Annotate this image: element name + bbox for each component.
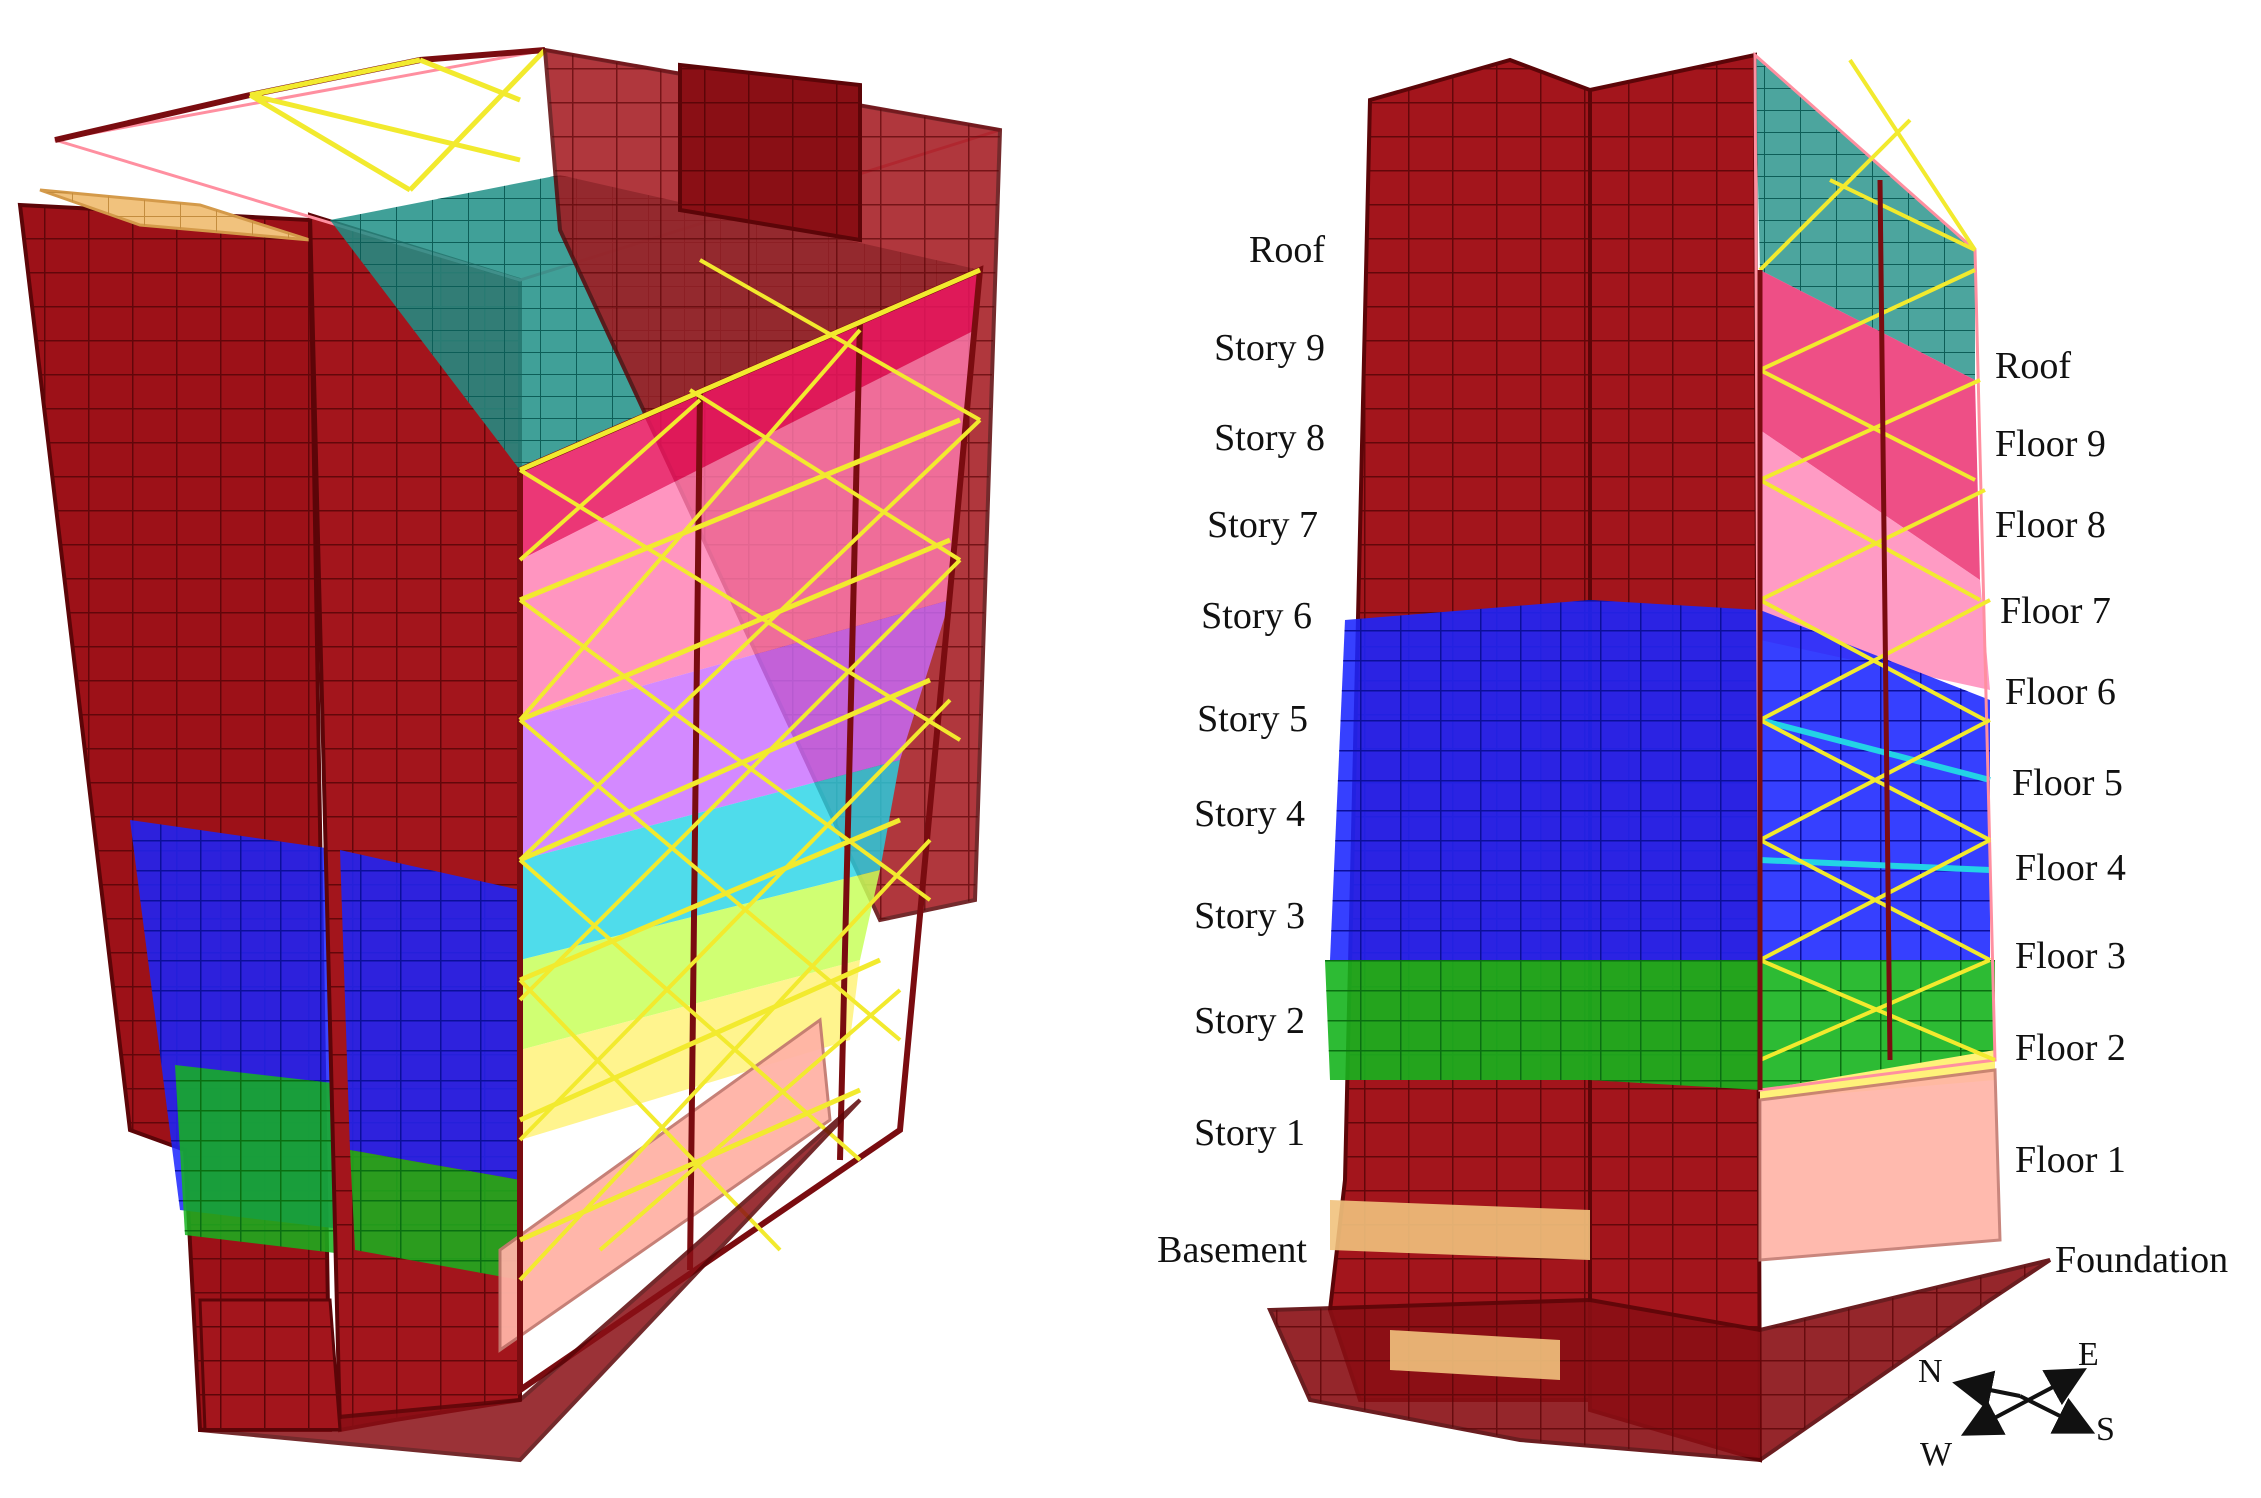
story-label: Story 4 <box>1194 793 1305 835</box>
right-green-band <box>1325 960 1995 1100</box>
floor-label: Floor 7 <box>2000 590 2111 632</box>
floor-label: Floor 8 <box>1995 504 2106 546</box>
story-label: Story 5 <box>1197 698 1308 740</box>
right-building-model <box>1266 51 2052 1463</box>
story-labels: Roof Story 9 Story 8 Story 7 Story 6 Sto… <box>1157 229 1325 1271</box>
story-label: Story 2 <box>1194 1000 1305 1042</box>
floor-label: Floor 3 <box>2015 935 2126 977</box>
floor-label: Floor 2 <box>2015 1027 2126 1069</box>
right-lower-stories <box>1266 1068 2052 1463</box>
right-upper-floors <box>1755 55 1990 690</box>
compass-south-label: S <box>2096 1411 2115 1448</box>
floor-label: Floor 9 <box>1995 423 2106 465</box>
right-blue-band <box>1330 600 1991 960</box>
floor-label: Floor 4 <box>2015 847 2126 889</box>
story-label: Roof <box>1249 229 1325 271</box>
floor-label: Foundation <box>2055 1239 2228 1281</box>
story-label: Story 9 <box>1214 327 1325 369</box>
left-base <box>198 1098 862 1463</box>
right-bracing <box>1753 51 1997 1092</box>
story-label: Story 6 <box>1201 595 1312 637</box>
story-label: Story 8 <box>1214 417 1325 459</box>
compass-rose: N E S W <box>1918 1336 2115 1473</box>
floor-label: Floor 1 <box>2015 1139 2126 1181</box>
braced-facade <box>498 258 984 1396</box>
compass-east-label: E <box>2078 1336 2099 1373</box>
story-label: Basement <box>1157 1229 1307 1271</box>
floor-labels: Roof Floor 9 Floor 8 Floor 7 Floor 6 Flo… <box>1995 345 2228 1281</box>
story-label: Story 1 <box>1194 1112 1305 1154</box>
compass-arrows-icon <box>1952 1368 2096 1436</box>
left-wing-facade <box>17 188 352 1432</box>
compass-west-label: W <box>1920 1436 1953 1473</box>
central-core <box>307 212 522 1433</box>
floor-label: Roof <box>1995 345 2071 387</box>
story-label: Story 3 <box>1194 895 1305 937</box>
floor-label: Floor 5 <box>2012 762 2123 804</box>
left-building-model <box>17 47 1003 1463</box>
story-label: Story 7 <box>1207 504 1318 546</box>
floor-label: Floor 6 <box>2005 671 2116 713</box>
compass-north-label: N <box>1918 1353 1943 1390</box>
